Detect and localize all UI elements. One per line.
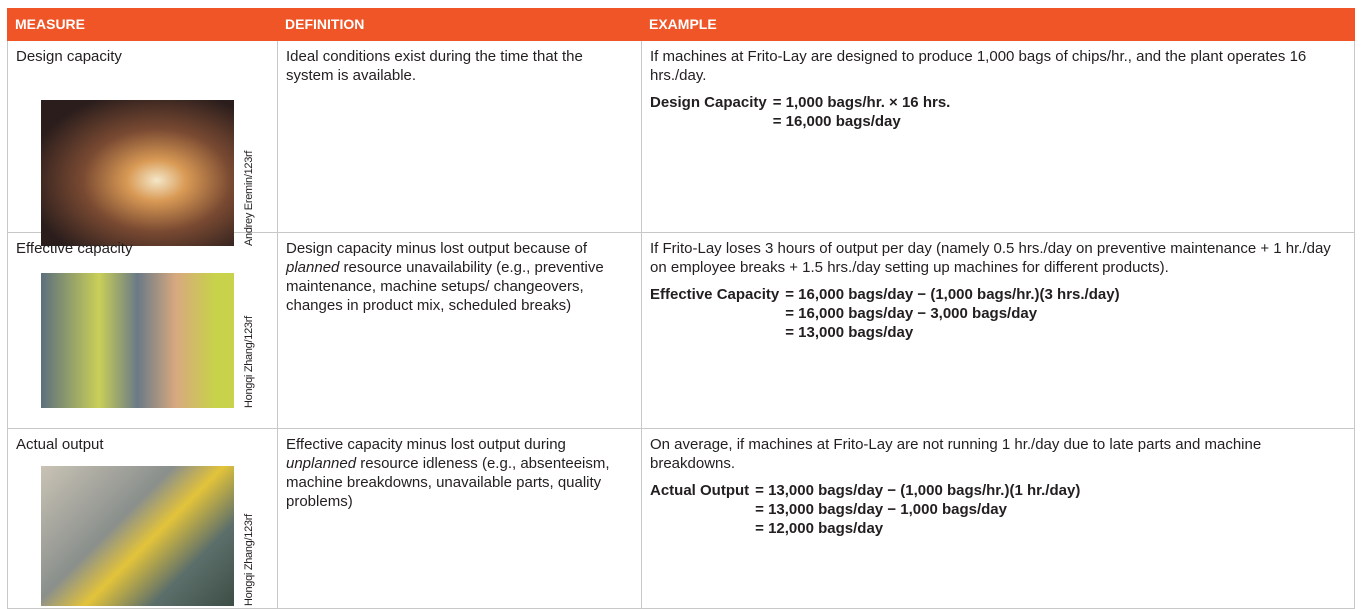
capacity-table: MEASURE DEFINITION EXAMPLE Design capaci… [7,8,1355,609]
equation-line: = 13,000 bags/day − 1,000 bags/day [755,501,1007,518]
header-cell: MEASURE [7,8,277,41]
measure-cell: Effective capacity Hongqi Zhang/123rf [7,233,277,429]
equation-line: = 16,000 bags/day [772,113,901,130]
definition-cell: Design capacity minus lost output becaus… [277,233,641,429]
measure-cell: Design capacity Andrey Eremin/123rf [7,41,277,246]
definition-cell: Effective capacity minus lost output dur… [277,429,641,609]
equation: Design Capacity = 1,000 bags/hr. × 16 hrs… [650,93,1346,131]
example-text: If Frito-Lay loses 3 hours of output per… [650,240,1331,276]
photo [41,273,234,408]
definition-text: planned [286,259,340,276]
equation-line: = 13,000 bags/day − (1,000 bags/hr.)(1 h… [755,482,1081,499]
equation-label: Actual Output [650,482,750,499]
definition-text: unplanned [286,455,357,472]
equation: Actual Output = 13,000 bags/day − (1,000 … [650,481,1346,538]
measure-name: Effective capacity [16,240,133,257]
photo-credit: Hongqi Zhang/123rf [243,514,255,606]
example-text: On average, if machines at Frito-Lay are… [650,436,1262,472]
photo-credit: Hongqi Zhang/123rf [243,316,255,408]
equation-line: = 13,000 bags/day [785,324,914,341]
example-cell: If Frito-Lay loses 3 hours of output per… [641,233,1355,429]
equation: Effective Capacity = 16,000 bags/day − (1… [650,285,1346,342]
example-text: If machines at Frito-Lay are designed to… [650,48,1307,84]
equation-line: = 16,000 bags/day − (1,000 bags/hr.)(3 h… [785,286,1120,303]
definition-text: resource idleness (e.g., absenteeism, ma… [286,455,610,510]
example-cell: On average, if machines at Frito-Lay are… [641,429,1355,609]
photo [41,466,234,606]
photo-credit: Andrey Eremin/123rf [243,150,255,246]
definition-text: resource unavailability (e.g., preventiv… [286,259,604,314]
definition-text: Design capacity minus lost output becaus… [286,240,588,257]
measure-cell: Actual output Hongqi Zhang/123rf [7,429,277,609]
equation-line: = 12,000 bags/day [755,520,884,537]
example-cell: If machines at Frito-Lay are designed to… [641,41,1355,233]
definition-text: Ideal conditions exist during the time t… [286,48,583,84]
definition-cell: Ideal conditions exist during the time t… [277,41,641,233]
header-cell: EXAMPLE [641,8,1355,41]
equation-line: = 1,000 bags/hr. × 16 hrs. [772,94,951,111]
equation-line: = 16,000 bags/day − 3,000 bags/day [785,305,1038,322]
measure-name: Design capacity [16,48,122,65]
photo [41,100,234,246]
header-cell: DEFINITION [277,8,641,41]
equation-label: Design Capacity [650,94,767,111]
definition-text: Effective capacity minus lost output dur… [286,436,566,453]
measure-name: Actual output [16,436,104,453]
equation-label: Effective Capacity [650,286,780,303]
